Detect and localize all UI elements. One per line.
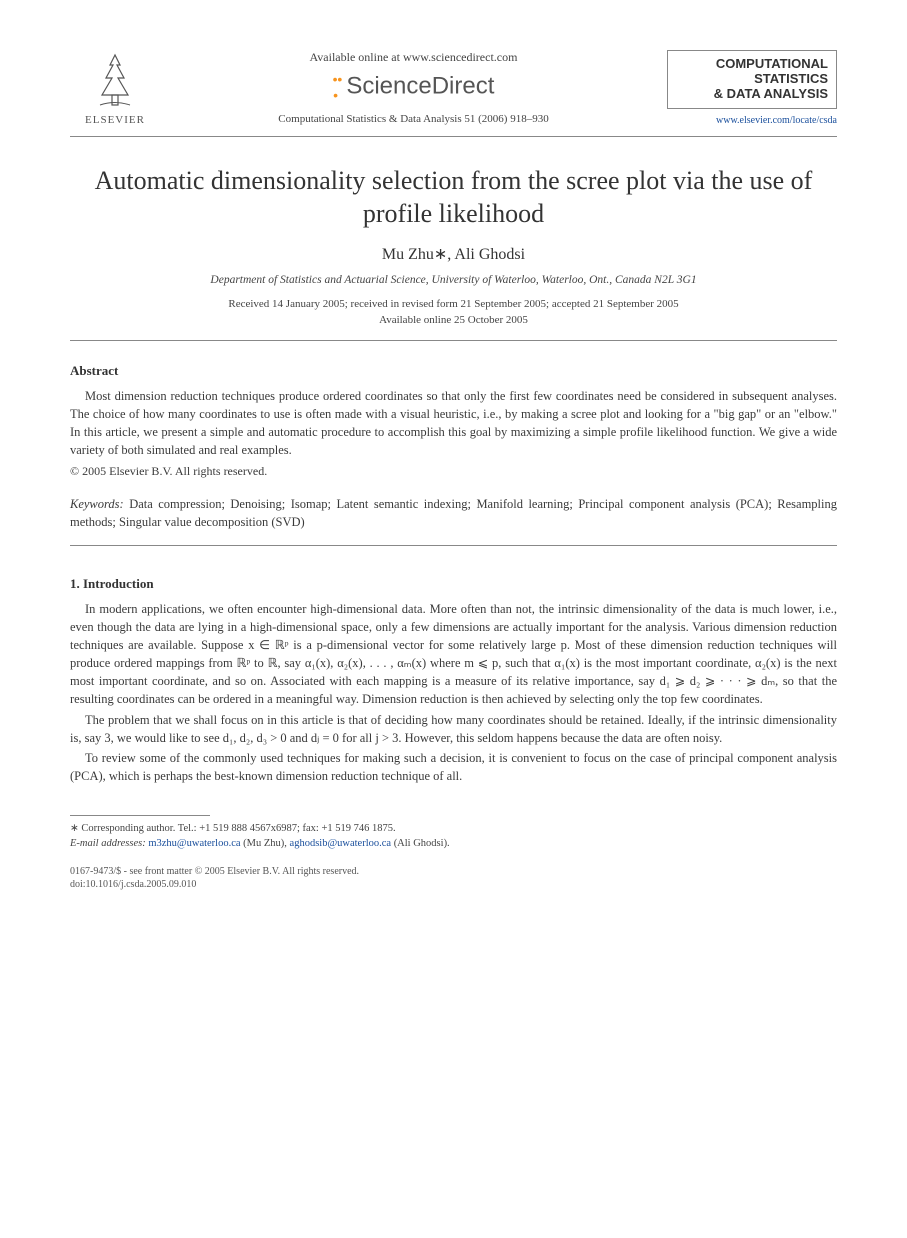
publisher-name: ELSEVIER [85,114,145,126]
dates-line1: Received 14 January 2005; received in re… [70,298,837,310]
footnote-block: ∗ Corresponding author. Tel.: +1 519 888… [70,822,837,851]
keywords-label: Keywords: [70,497,124,511]
section1-heading: 1. Introduction [70,576,837,592]
footer-line1: 0167-9473/$ - see front matter © 2005 El… [70,865,837,878]
footnote-email2-who: (Ali Ghodsi). [394,838,450,849]
footnote-email-label: E-mail addresses: [70,838,146,849]
copyright-line: © 2005 Elsevier B.V. All rights reserved… [70,464,837,479]
elsevier-tree-icon [90,50,140,110]
keywords-text: Data compression; Denoising; Isomap; Lat… [70,497,837,529]
header-rule [70,136,837,137]
footer-line2: doi:10.1016/j.csda.2005.09.010 [70,878,837,891]
header-row: ELSEVIER Available online at www.science… [70,50,837,126]
keywords-block: Keywords: Data compression; Denoising; I… [70,495,837,531]
footnote-email1-who: (Mu Zhu), [243,838,287,849]
pre-abstract-rule [70,340,837,341]
abstract-text: Most dimension reduction techniques prod… [70,387,837,460]
journal-block: COMPUTATIONAL STATISTICS & DATA ANALYSIS… [667,50,837,126]
abstract-heading: Abstract [70,363,837,379]
journal-box-line3: & DATA ANALYSIS [676,87,828,102]
authors: Mu Zhu∗, Ali Ghodsi [70,244,837,264]
body-p3: To review some of the commonly used tech… [70,749,837,785]
page-container: ELSEVIER Available online at www.science… [0,0,907,931]
journal-title-box: COMPUTATIONAL STATISTICS & DATA ANALYSIS [667,50,837,109]
body-text: In modern applications, we often encount… [70,600,837,785]
sd-dots-icon: • •• [333,71,341,103]
article-title: Automatic dimensionality selection from … [70,165,837,230]
body-p1: In modern applications, we often encount… [70,600,837,709]
available-online-text: Available online at www.sciencedirect.co… [180,50,647,65]
affiliation: Department of Statistics and Actuarial S… [70,274,837,286]
footnote-corresponding: ∗ Corresponding author. Tel.: +1 519 888… [70,822,837,837]
center-header-block: Available online at www.sciencedirect.co… [160,50,667,125]
journal-url-link[interactable]: www.elsevier.com/locate/csda [667,115,837,126]
footer-meta: 0167-9473/$ - see front matter © 2005 El… [70,865,837,891]
footnote-email1[interactable]: m3zhu@uwaterloo.ca [148,838,240,849]
dates-line2: Available online 25 October 2005 [70,314,837,326]
footnote-email2[interactable]: aghodsib@uwaterloo.ca [290,838,392,849]
publisher-block: ELSEVIER [70,50,160,126]
body-p2: The problem that we shall focus on in th… [70,711,837,747]
sciencedirect-logo: • •• ScienceDirect [180,71,647,103]
sd-brand-text: ScienceDirect [346,72,494,99]
footnote-rule [70,815,210,816]
footnote-emails: E-mail addresses: m3zhu@uwaterloo.ca (Mu… [70,837,837,852]
journal-reference: Computational Statistics & Data Analysis… [180,113,647,125]
journal-box-line1: COMPUTATIONAL [676,57,828,72]
abstract-paragraph: Most dimension reduction techniques prod… [70,387,837,460]
post-keywords-rule [70,545,837,546]
journal-box-line2: STATISTICS [676,72,828,87]
